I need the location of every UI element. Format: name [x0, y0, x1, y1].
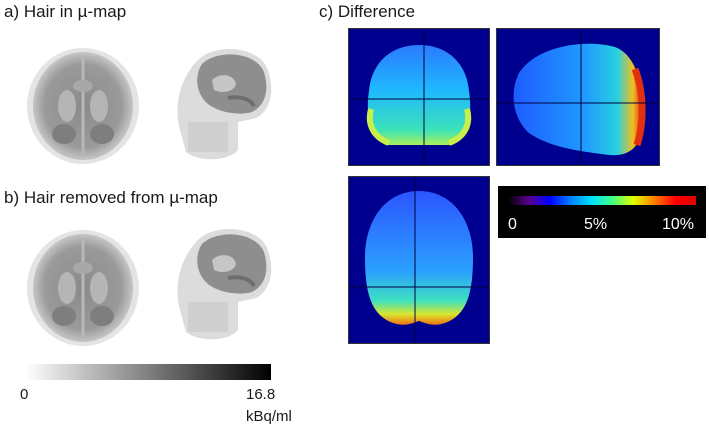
difference-axial-image	[348, 176, 490, 344]
panel-b-label: b) Hair removed from µ-map	[4, 188, 218, 207]
axial-pet-image-b	[27, 230, 139, 346]
difference-coronal-image	[348, 28, 490, 166]
difference-colorbar-mid-label: 5%	[584, 216, 608, 233]
axial-pet-image-a	[27, 48, 139, 164]
pet-colorbar-min-label: 0	[20, 386, 29, 403]
sagittal-pet-image-a	[177, 49, 272, 160]
panel-c-label: c) Difference	[319, 2, 416, 21]
sagittal-pet-image-b	[177, 229, 272, 340]
difference-colorbar-gradient	[508, 196, 696, 205]
difference-colorbar: 0 5% 10%	[498, 186, 706, 238]
pet-colorbar	[25, 364, 271, 380]
difference-colorbar-max-label: 10%	[662, 216, 695, 233]
pet-colorbar-max-label: 16.8	[246, 386, 276, 403]
difference-sagittal-image	[496, 28, 660, 166]
difference-colorbar-min-label: 0	[508, 216, 517, 233]
panel-a-label: a) Hair in µ-map	[4, 2, 127, 21]
pet-colorbar-unit-label: kBq/ml	[246, 408, 292, 425]
